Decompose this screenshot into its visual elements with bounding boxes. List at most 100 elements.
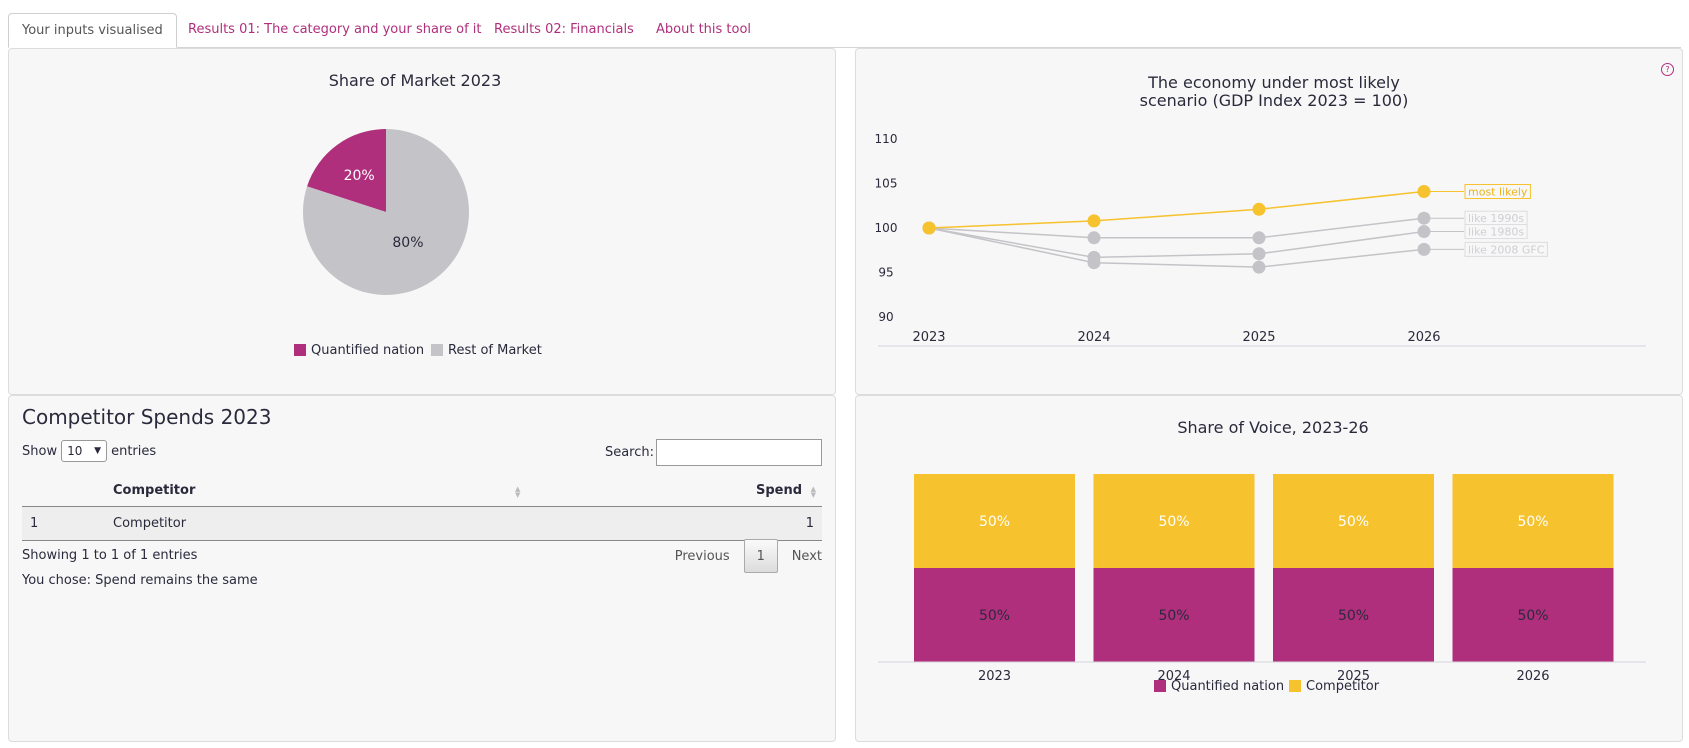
bar-competitor-2026[interactable]: [1452, 474, 1614, 568]
series-label-most-likely: most likely: [1468, 186, 1528, 199]
row-index: 1: [30, 516, 39, 531]
bar-value-label: 50%: [979, 514, 1010, 530]
sort-icon[interactable]: ▲ ▼: [515, 485, 521, 499]
pie-slices: [303, 129, 469, 295]
tab-your-inputs[interactable]: Your inputs visualised: [8, 13, 177, 48]
economy-panel: The economy under most likely scenario (…: [855, 48, 1683, 395]
search-input[interactable]: [656, 439, 822, 466]
bar-value-label: 50%: [1338, 514, 1369, 530]
table-row: 1 Competitor 1: [22, 507, 822, 541]
bar-competitor-2024[interactable]: [1093, 474, 1255, 568]
bar-value-label: 50%: [1338, 608, 1369, 624]
line-point[interactable]: [1252, 260, 1266, 274]
entries-length-control: Show 10 ▼ entries: [22, 440, 156, 462]
line-point[interactable]: [922, 221, 936, 235]
column-header-competitor[interactable]: Competitor: [113, 483, 196, 498]
line-chart-title-line2: scenario (GDP Index 2023 = 100): [1140, 91, 1409, 110]
y-tick-label: 95: [878, 266, 893, 280]
tab-results-02[interactable]: Results 02: Financials: [494, 22, 634, 37]
series-label-box: [1464, 224, 1528, 240]
economy-line-chart: The economy under most likely scenario (…: [875, 73, 1646, 347]
legend-label-quantified-nation: Quantified nation: [1171, 679, 1284, 694]
line-series-like-1980s: [928, 227, 1425, 259]
legend-swatch-rest-of-market: [431, 344, 443, 356]
tab-bar: Your inputs visualised Results 01: The c…: [8, 13, 1681, 48]
legend-label-quantified-nation: Quantified nation: [311, 343, 424, 358]
x-tick-label: 2025: [1337, 669, 1370, 684]
pie-slice-rest-of-market[interactable]: [303, 129, 469, 295]
column-header-spend[interactable]: Spend: [755, 483, 802, 498]
bar-competitor-2023[interactable]: [914, 474, 1075, 568]
bar-quantified-nation-2025[interactable]: [1273, 568, 1434, 662]
line-series-like-2008-gfc: [928, 227, 1425, 268]
line-series-group: [922, 185, 1464, 274]
line-chart-title-line1: The economy under most likely: [1147, 73, 1400, 92]
table-title: Competitor Spends 2023: [22, 405, 272, 429]
search-label: Search:: [604, 445, 654, 460]
share-of-voice-panel: Share of Voice, 2023-26 50% 50% 50% 50% …: [855, 395, 1683, 742]
legend-swatch-quantified-nation: [1154, 680, 1166, 692]
legend-swatch-quantified-nation: [294, 344, 306, 356]
bar-value-label: 50%: [1517, 608, 1548, 624]
row-spend: 1: [805, 516, 814, 531]
x-tick-label: 2026: [1407, 330, 1440, 345]
legend-swatch-competitor: [1289, 680, 1301, 692]
bar-quantified-nation-2024[interactable]: [1093, 568, 1255, 662]
x-axis-ticks: 2023 2024 2025 2026: [978, 669, 1550, 684]
series-label-like-1980s: like 1980s: [1468, 226, 1524, 239]
bar-value-labels: 50% 50% 50% 50% 50% 50% 50% 50%: [979, 514, 1549, 624]
line-point[interactable]: [1087, 231, 1101, 245]
line-series-most-likely: [928, 190, 1425, 229]
y-axis-ticks: 110 105 100 95 90: [875, 132, 898, 324]
table-header: Competitor ▲ ▼ Spend ▲ ▼: [22, 476, 822, 507]
entries-select[interactable]: 10 ▼: [61, 440, 108, 462]
market-share-pie-chart: Share of Market 2023 20% 80% Quantified …: [294, 71, 542, 358]
market-share-panel: Share of Market 2023 20% 80% Quantified …: [8, 48, 836, 395]
tab-results-01[interactable]: Results 01: The category and your share …: [188, 22, 482, 37]
legend-label-competitor: Competitor: [1306, 679, 1380, 694]
page-1-button[interactable]: 1: [743, 539, 778, 573]
y-tick-label: 90: [878, 310, 893, 324]
next-button[interactable]: Next: [791, 548, 822, 564]
pie-slice-quantified-nation[interactable]: [307, 129, 386, 212]
x-tick-label: 2025: [1242, 330, 1275, 345]
line-point[interactable]: [1252, 202, 1266, 216]
pie-label-rest-of-market: 80%: [392, 235, 423, 251]
entries-label: entries: [111, 443, 157, 459]
tab-about[interactable]: About this tool: [656, 22, 752, 37]
line-point[interactable]: [1087, 214, 1101, 228]
line-point[interactable]: [1087, 250, 1101, 264]
show-label: Show: [22, 443, 58, 459]
x-axis-ticks: 2023 2024 2025 2026: [912, 330, 1440, 345]
y-tick-label: 110: [875, 132, 898, 146]
help-icon[interactable]: ?: [1661, 63, 1674, 76]
x-tick-label: 2023: [912, 330, 945, 345]
x-tick-label: 2026: [1516, 669, 1549, 684]
choice-text: You chose: Spend remains the same: [22, 573, 258, 588]
x-tick-label: 2024: [1077, 330, 1110, 345]
competitor-spends-panel: Competitor Spends 2023 Show 10 ▼ entries…: [8, 395, 836, 742]
line-point[interactable]: [1252, 247, 1266, 261]
pagination: Previous 1 Next: [675, 539, 822, 573]
line-point[interactable]: [1252, 231, 1266, 245]
series-label-box: [1464, 241, 1548, 257]
previous-button[interactable]: Previous: [674, 548, 730, 564]
bar-competitor-2025[interactable]: [1273, 474, 1434, 568]
bar-quantified-nation-2026[interactable]: [1452, 568, 1614, 662]
chevron-down-icon: ▼: [94, 446, 102, 456]
pie-legend: Quantified nation Rest of Market: [294, 343, 542, 358]
line-series-like-1990s: [928, 217, 1425, 239]
sort-icon[interactable]: ▲ ▼: [810, 485, 816, 499]
table-info: Showing 1 to 1 of 1 entries: [22, 548, 198, 563]
y-tick-label: 100: [875, 221, 898, 235]
pie-label-quantified-nation: 20%: [344, 168, 375, 184]
bar-chart-title: Share of Voice, 2023-26: [1177, 418, 1368, 437]
pie-chart-title: Share of Market 2023: [329, 71, 502, 90]
x-tick-label: 2023: [978, 669, 1011, 684]
bar-quantified-nation-2023[interactable]: [914, 568, 1075, 662]
series-label-box: [1464, 184, 1531, 200]
bar-value-label: 50%: [1158, 514, 1189, 530]
y-tick-label: 105: [875, 177, 898, 191]
share-of-voice-bar-chart: Share of Voice, 2023-26 50% 50% 50% 50% …: [878, 418, 1646, 694]
